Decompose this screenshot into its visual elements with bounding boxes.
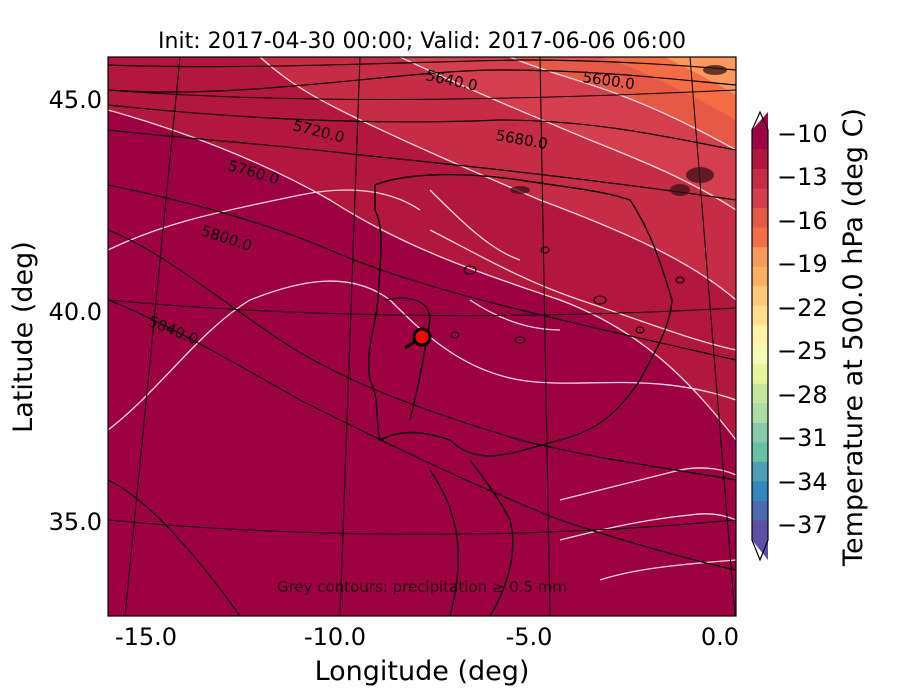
y-tick-label: 40.0 — [49, 298, 102, 326]
colorbar-segment — [752, 364, 768, 385]
location-marker — [404, 327, 432, 350]
colorbar-segment — [752, 461, 768, 482]
colorbar-segment — [752, 344, 768, 365]
colorbar-tick-label: −19 — [777, 250, 828, 278]
colorbar-segment — [752, 403, 768, 424]
map-frame — [107, 56, 737, 617]
colorbar-segment — [752, 325, 768, 346]
colorbar-tick-label: −34 — [777, 468, 828, 496]
precip-contours — [450, 246, 685, 344]
colorbar-segment — [752, 208, 768, 229]
x-tick-label: 0.0 — [701, 623, 739, 651]
colorbar-segment — [752, 305, 768, 326]
colorbar-segment — [752, 227, 768, 248]
colorbar-segment — [752, 169, 768, 190]
colorbar-bottom-extend — [752, 540, 768, 560]
x-tick-label: -15.0 — [115, 623, 177, 651]
colorbar-segment — [752, 286, 768, 307]
colorbar-tick-label: −10 — [777, 120, 828, 148]
precip-footnote: Grey contours: precipitation ≥ 0.5 mm — [277, 578, 567, 596]
y-tick-label: 35.0 — [49, 508, 102, 536]
colorbar-segment — [752, 481, 768, 502]
colorbar-segment — [752, 130, 768, 151]
y-axis-label: Latitude (deg) — [8, 241, 39, 433]
height-contours — [108, 59, 736, 616]
precip-patches — [510, 65, 727, 196]
colorbar-segment — [752, 500, 768, 521]
colorbar-tick-label: −22 — [777, 294, 828, 322]
map-panel: 5600.0 5640.0 5680.0 5720.0 5760.0 5800.… — [108, 57, 736, 616]
y-tick-label: 45.0 — [49, 86, 102, 114]
colorbar — [751, 110, 769, 562]
plot-title: Init: 2017-04-30 00:00; Valid: 2017-06-0… — [158, 29, 686, 54]
colorbar-tick-label: −28 — [777, 381, 828, 409]
colorbar-tick-label: −16 — [777, 207, 828, 235]
colorbar-segment — [752, 422, 768, 443]
colorbar-top-extend — [752, 112, 768, 130]
colorbar-tick-label: −13 — [777, 163, 828, 191]
colorbar-label: Temperature at 500.0 hPa (deg C) — [838, 108, 869, 567]
colorbar-segment — [752, 266, 768, 287]
colorbar-tick-label: −31 — [777, 424, 828, 452]
colorbar-tick-label: −25 — [777, 337, 828, 365]
x-axis-label: Longitude (deg) — [315, 656, 530, 687]
colorbar-segment — [752, 520, 768, 541]
colorbar-segment — [752, 188, 768, 209]
x-tick-label: -10.0 — [304, 623, 366, 651]
colorbar-segment — [752, 149, 768, 170]
colorbar-segment — [752, 383, 768, 404]
colorbar-tick-label: −37 — [777, 511, 828, 539]
x-tick-label: -5.0 — [506, 623, 553, 651]
colorbar-segment — [752, 442, 768, 463]
colorbar-segment — [752, 247, 768, 268]
graticule — [108, 57, 736, 616]
coastline — [367, 173, 673, 616]
isotherm-lines — [108, 57, 736, 581]
